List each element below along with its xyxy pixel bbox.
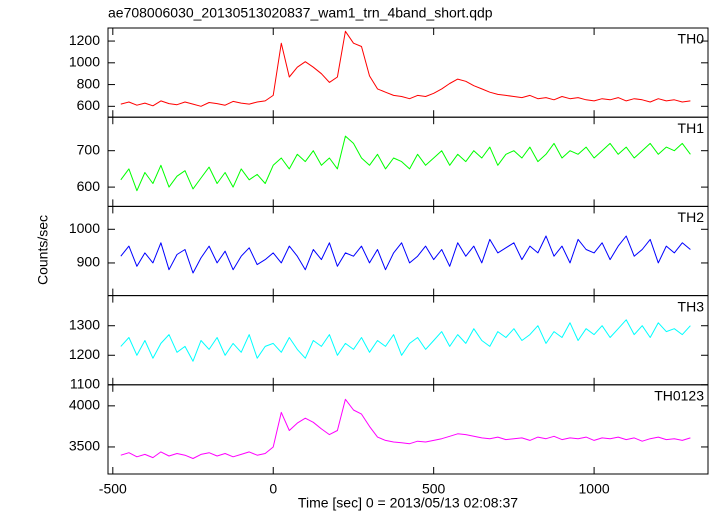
y-tick-label: 700 [77,141,101,157]
x-tick-label: 0 [269,481,277,497]
y-tick-label: 1100 [70,376,100,392]
light-curve [120,235,691,274]
y-axis-label: Counts/sec [35,215,51,285]
panel-frame [107,384,709,475]
y-tick-label: 1300 [69,316,100,332]
chart-title: ae708006030_20130513020837_wam1_trn_4ban… [108,5,493,21]
light-curve [120,30,691,107]
y-tick-label: 600 [77,97,101,113]
y-tick-label: 900 [77,254,101,270]
panel-label: TH2 [678,209,705,225]
light-curve [120,135,691,192]
y-tick-label: 1000 [69,54,100,70]
panel-label: TH0123 [654,388,704,404]
y-tick-label: 1200 [69,32,100,48]
x-tick-label: -500 [99,481,127,497]
y-tick-label: 1200 [69,346,100,362]
panel-frame [107,295,709,386]
x-tick-label: 1000 [579,481,610,497]
panel-label: TH1 [678,120,705,136]
y-tick-label: 4000 [69,397,100,413]
y-tick-label: 600 [77,178,101,194]
panel-frame [107,27,709,118]
x-axis-label: Time [sec] 0 = 2013/05/13 02:08:37 [298,495,518,511]
panel-frame [107,116,709,207]
panel-label: TH3 [678,298,705,314]
x-tick-label: 500 [422,481,446,497]
light-curve [120,398,691,459]
y-tick-label: 1000 [69,220,100,236]
panel-frame [107,205,709,297]
y-tick-label: 3500 [69,438,100,454]
panel-label: TH0 [678,31,705,47]
y-tick-label: 800 [77,75,101,91]
light-curve [120,319,691,362]
